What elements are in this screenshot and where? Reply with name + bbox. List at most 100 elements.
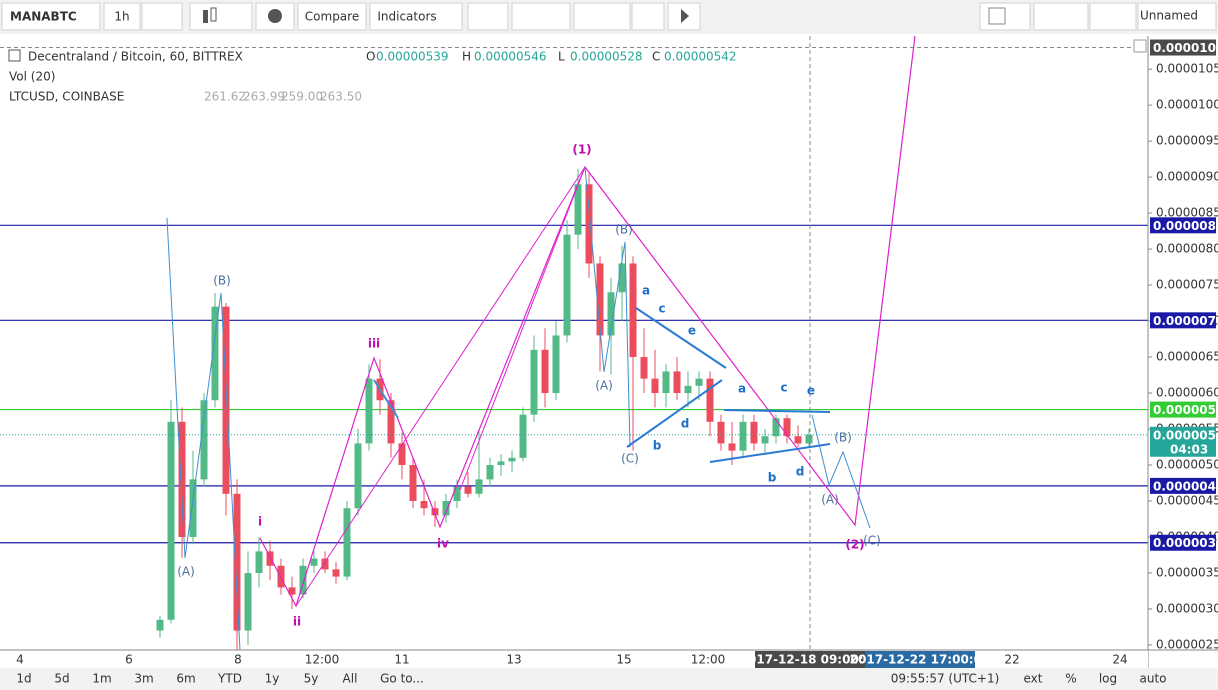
- candle-body: [750, 421, 758, 444]
- candle-body: [662, 371, 670, 394]
- wave-label: (B): [615, 223, 633, 237]
- goto-button[interactable]: Go to...: [380, 672, 424, 686]
- wave-label: iii: [368, 337, 380, 351]
- candle-body: [640, 357, 648, 379]
- candle-body: [706, 378, 714, 422]
- axes: 0.000002500.000003000.000003500.00000400…: [0, 36, 1218, 668]
- candle-body: [783, 418, 791, 437]
- wave-label: ii: [293, 615, 301, 629]
- drawing-button[interactable]: [511, 2, 571, 31]
- candle-body: [673, 371, 681, 394]
- scale-option[interactable]: auto: [1139, 672, 1166, 686]
- interval[interactable]: 1h: [114, 10, 129, 24]
- range-button[interactable]: 6m: [176, 672, 195, 686]
- symbol[interactable]: MANABTC: [10, 10, 77, 24]
- range-button[interactable]: 5y: [304, 672, 319, 686]
- candle-body: [739, 421, 747, 451]
- range-button[interactable]: 1y: [265, 672, 280, 686]
- candle-body: [618, 263, 626, 293]
- scale-option[interactable]: ext: [1024, 672, 1043, 686]
- range-button[interactable]: 5d: [54, 672, 69, 686]
- candle-body: [651, 378, 659, 394]
- candle-body: [629, 263, 637, 358]
- wave-label: (A): [595, 379, 613, 393]
- wave-label: e: [807, 384, 815, 398]
- layout-name[interactable]: Unnamed: [1140, 9, 1198, 23]
- candle-body: [222, 306, 230, 494]
- wave-label: (2): [845, 538, 864, 552]
- overlay-label: LTCUSD, COINBASE: [9, 90, 124, 104]
- layout-name-box[interactable]: [1137, 2, 1217, 31]
- price-axis: [1148, 36, 1218, 668]
- symbol-box[interactable]: [1, 2, 101, 31]
- wave-label: d: [796, 465, 805, 479]
- wave-label: (B): [213, 274, 231, 288]
- ohlc-value: 0.00000546: [474, 50, 547, 64]
- price-box: [1150, 401, 1216, 418]
- candle-body: [211, 306, 219, 401]
- more-button[interactable]: [141, 2, 183, 31]
- interval-box[interactable]: [103, 2, 141, 31]
- x-tick-label: 24: [1112, 653, 1127, 667]
- overlay-value: 261.62: [204, 90, 246, 104]
- abc-line: [166, 217, 241, 650]
- add-button[interactable]: [1133, 39, 1147, 53]
- candle-body: [530, 349, 538, 415]
- x-tick-label: 6: [125, 653, 133, 667]
- wave-label: (C): [863, 534, 881, 548]
- range-button[interactable]: All: [343, 672, 358, 686]
- bottom-bar: [0, 668, 1218, 690]
- indicators-button[interactable]: [369, 2, 463, 31]
- x-tick-label: 13: [506, 653, 521, 667]
- abc-line: [811, 414, 871, 529]
- wave-label: b: [768, 471, 777, 485]
- price-box-label: 0.00000471: [1153, 479, 1218, 493]
- candle-body: [794, 436, 802, 444]
- candle-body: [233, 493, 241, 631]
- alert-button[interactable]: [467, 2, 509, 31]
- candle-body: [420, 500, 428, 509]
- pane: (1)(2)iiiiiiiv(A)(B)(A)(B)(C)(A)(B)(C)ac…: [0, 36, 1148, 650]
- price-box-label: 0.00000701: [1153, 314, 1218, 328]
- wave-line: [295, 166, 586, 607]
- cloud-save[interactable]: [1089, 2, 1137, 31]
- undo-redo[interactable]: [573, 2, 631, 31]
- range-button[interactable]: 3m: [134, 672, 153, 686]
- candle-body: [354, 443, 362, 509]
- candle-body: [541, 349, 549, 394]
- collapse-icon[interactable]: [8, 49, 21, 62]
- candle-body: [596, 263, 604, 336]
- candle-body: [189, 479, 197, 537]
- price-box: [1150, 426, 1216, 457]
- crosshair-label: 0.00001080: [1153, 41, 1218, 55]
- indicators[interactable]: Indicators: [377, 10, 436, 24]
- countdown: 04:03: [1170, 442, 1208, 456]
- candle-body: [585, 184, 593, 264]
- price-box: [1150, 534, 1216, 551]
- wave-line: [259, 36, 916, 608]
- chart-title: Decentraland / Bitcoin, 60, BITTREX: [28, 50, 243, 64]
- candle-body: [178, 421, 186, 537]
- scale-option[interactable]: %: [1065, 672, 1076, 686]
- ohlc-name: H: [462, 50, 471, 64]
- chart-style-button[interactable]: [189, 2, 253, 31]
- cloud-load[interactable]: [1033, 2, 1089, 31]
- x-tick-label: 8: [234, 653, 242, 667]
- x-tick-label: 12:00: [305, 653, 340, 667]
- compare[interactable]: Compare: [305, 10, 359, 24]
- candle-body: [574, 184, 582, 235]
- compare-button[interactable]: [297, 2, 367, 31]
- scale-option[interactable]: log: [1099, 672, 1117, 686]
- x-tick-label: 22: [1004, 653, 1019, 667]
- range-button[interactable]: 1m: [92, 672, 111, 686]
- range-button[interactable]: YTD: [217, 672, 242, 686]
- range-button[interactable]: 1d: [16, 672, 31, 686]
- candle-body: [519, 414, 527, 458]
- fullscreen-button[interactable]: [631, 2, 665, 31]
